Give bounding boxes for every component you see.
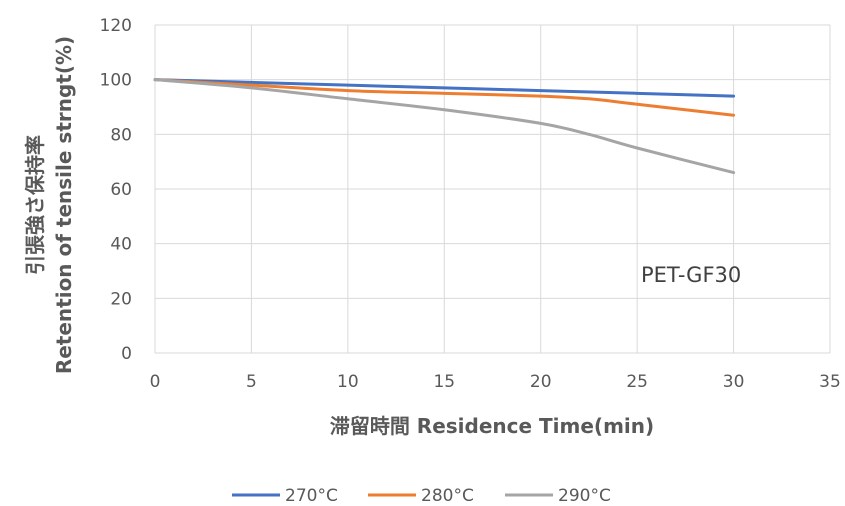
series-line-270 <box>153 78 736 98</box>
y-tick-label: 40 <box>110 235 132 255</box>
series-line-290 <box>153 78 736 175</box>
x-axis-title: 滞留時間 Residence Time(min) <box>330 414 654 438</box>
legend-label: 280°C <box>421 486 474 506</box>
x-tick-label: 35 <box>819 372 841 392</box>
y-tick-label: 120 <box>100 16 132 36</box>
x-tick-label: 25 <box>626 372 648 392</box>
y-axis-title-line2: Retention of tensile strngt(%) <box>52 36 76 374</box>
y-tick-label: 60 <box>110 180 132 200</box>
chart-annotation: PET-GF30 <box>641 263 741 287</box>
series-line-280 <box>153 78 736 117</box>
y-tick-labels: 0 20 40 60 80 100 120 <box>100 16 132 364</box>
legend-label: 290°C <box>558 486 611 506</box>
y-axis-title-line1: 引張強さ保持率 <box>23 135 47 275</box>
gridlines <box>154 24 831 354</box>
legend-label: 270°C <box>285 486 338 506</box>
legend: 270°C 280°C 290°C <box>232 486 611 506</box>
x-tick-label: 5 <box>246 372 257 392</box>
y-tick-label: 100 <box>100 71 132 91</box>
x-tick-label: 15 <box>433 372 455 392</box>
y-tick-label: 80 <box>110 125 132 145</box>
x-tick-label: 0 <box>150 372 161 392</box>
x-tick-label: 30 <box>723 372 745 392</box>
x-tick-labels: 0 5 10 15 20 25 30 35 <box>150 372 841 392</box>
x-tick-label: 20 <box>530 372 552 392</box>
series-lines <box>153 78 736 175</box>
y-tick-label: 20 <box>110 289 132 309</box>
x-tick-label: 10 <box>337 372 359 392</box>
y-tick-label: 0 <box>121 344 132 364</box>
